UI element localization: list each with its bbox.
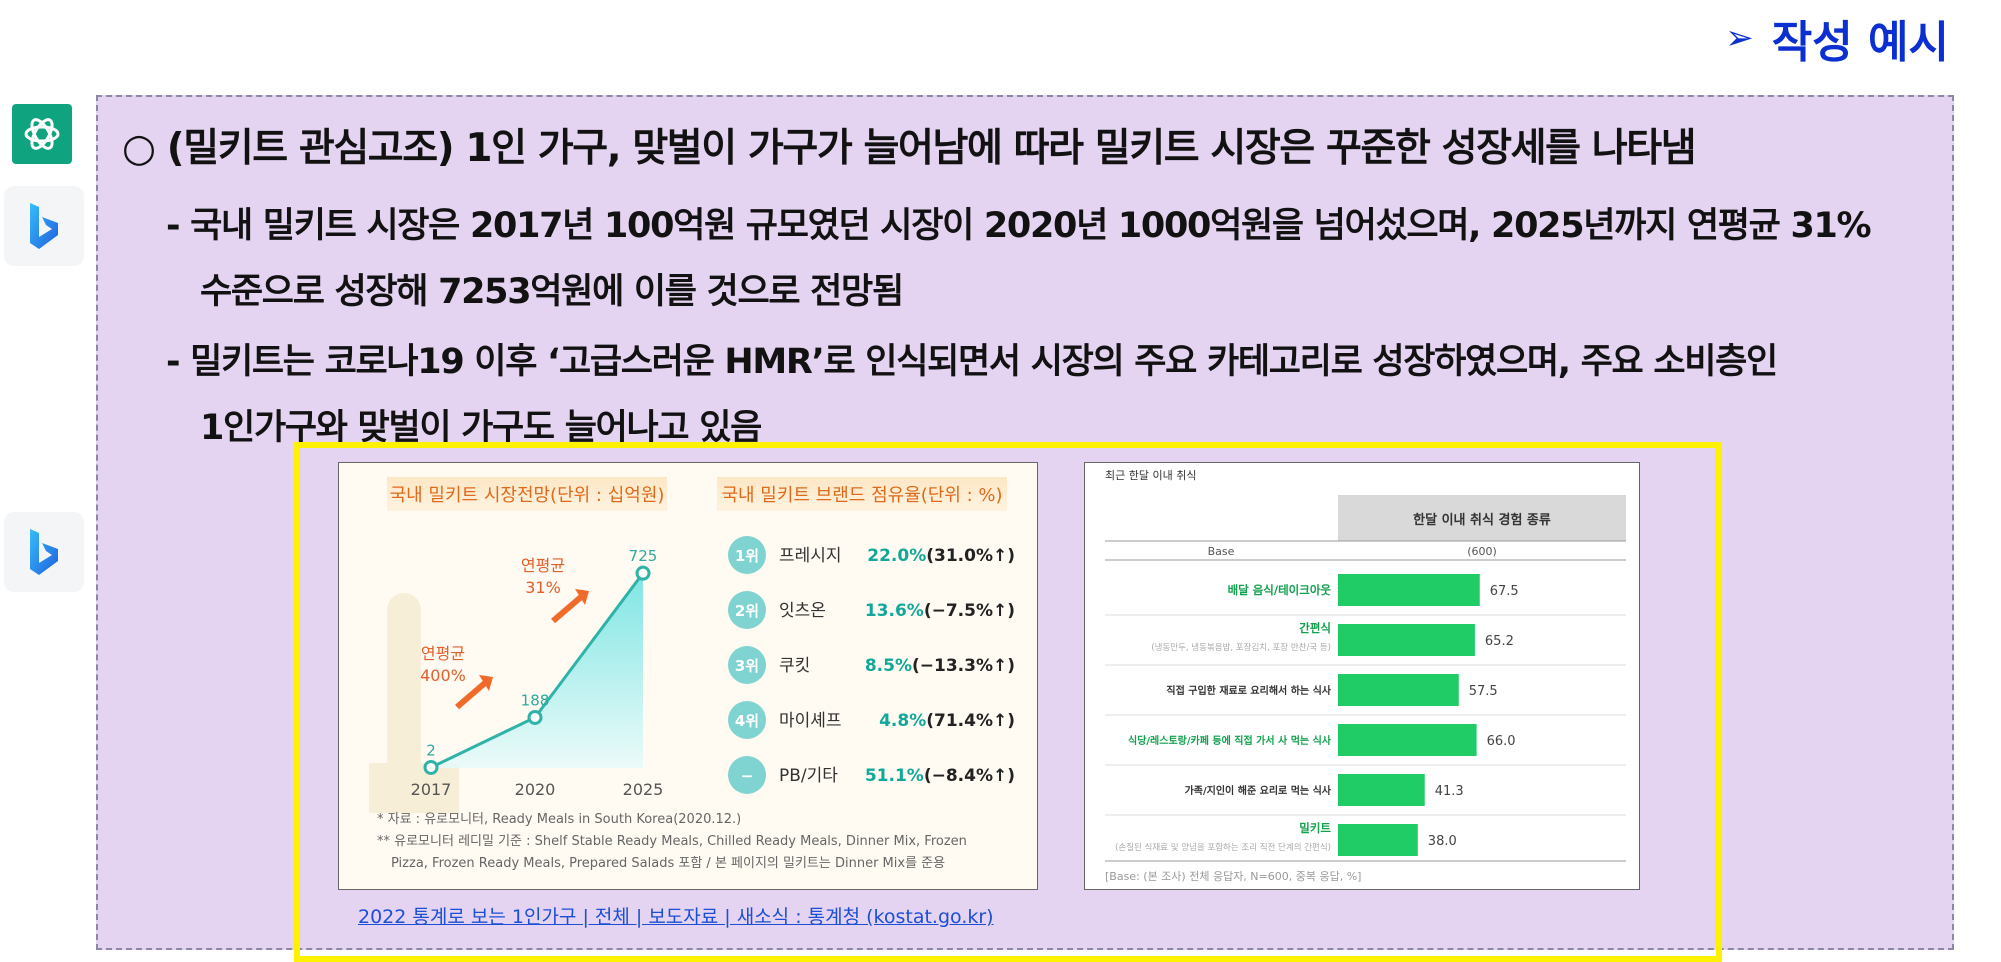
category-label: 간편식 [1299,621,1331,635]
source-link[interactable]: 2022 통계로 보는 1인가구 | 전체 | 보도자료 | 새소식 : 통계청… [358,906,994,928]
page-title: 작성 예시 [1771,17,1949,68]
footnote-definition-1: ** 유로모니터 레디밀 기준 : Shelf Stable Ready Mea… [377,834,967,849]
category-label: 식당/레스토랑/카페 등에 직접 가서 사 먹는 식사 [1128,734,1332,747]
data-label: 188 [521,691,550,709]
sub-bullet-1-line-2: 수준으로 성장해 7253억원에 이를 것으로 전망됨 [200,272,904,312]
base-value: (600) [1467,545,1497,558]
bing-logo-icon[interactable] [4,512,84,592]
chart-header: 한달 이내 취식 경험 종류 [1413,512,1551,528]
category-subcaption: (냉동만두, 냉동볶음밥, 포장김치, 포장 반찬/국 등) [1151,642,1331,653]
bar-value-label: 57.5 [1469,684,1498,699]
cagr-value-2: 31% [525,578,561,597]
base-label: Base [1208,545,1235,558]
x-tick-label: 2025 [623,780,664,799]
cactus-decoration-icon [369,593,459,813]
sub-bullet-1-line-1: - 국내 밀키트 시장은 2017년 100억원 규모였던 시장이 2020년 … [166,206,1872,246]
meal-bar-chart: 67.5 배달 음식/테이크아웃 65.2 간편식 (냉동만두, 냉동볶음밥, 포장김치… [1105,574,1626,856]
data-label: 725 [629,547,658,565]
rank-label: 2위 [735,602,759,620]
meal-experience-svg: 최근 한달 이내 취식 한달 이내 취식 경험 종류 Base (600) 67… [1105,469,1626,883]
x-tick-label: 2020 [515,780,556,799]
chatgpt-logo-icon[interactable] [12,104,72,164]
rank-badge [728,591,766,629]
bing-logo-icon[interactable] [4,186,84,266]
market-outlook-figure: 국내 밀키트 시장전망(단위 : 십억원) 국내 밀키트 브랜드 점유율(단위 … [338,462,1038,890]
bar-value-label: 41.3 [1435,784,1464,799]
category-label: 직접 구입한 재료로 요리해서 하는 식사 [1166,684,1331,697]
brand-share-value: 51.1%(−8.4%↑) [865,766,1015,786]
category-label: 배달 음식/테이크아웃 [1228,583,1332,597]
cagr-label-1: 연평균 [421,644,465,663]
brand-name: 쿠킷 [779,656,810,676]
x-tick-label: 2017 [411,780,452,799]
rank-label: − [741,767,754,785]
figure-caption: 최근 한달 이내 취식 [1105,469,1196,482]
brand-share-list: 1위 프레시지 22.0%(31.0%↑) 2위 잇츠온 13.6%(−7.5%↑) 3위 쿠… [728,536,1015,794]
footnote-definition-2: Pizza, Frozen Ready Meals, Prepared Sala… [391,856,945,871]
rank-badge [728,536,766,574]
bar [1338,824,1418,856]
bar [1338,774,1425,806]
slide-header: ➢ 작성 예시 [1725,6,1949,70]
line-area-fill [431,573,643,768]
footnote-source: * 자료 : 유로모니터, Ready Meals in South Korea… [377,812,741,827]
growth-arrow-icon [455,675,493,710]
main-bullet-text: ○ (밀키트 관심고조) 1인 가구, 맞벌이 가구가 늘어남에 따라 밀키트 … [122,126,1697,171]
bar-value-label: 65.2 [1485,634,1514,649]
bar [1338,574,1480,606]
sub-bullet-2-line-1: - 밀키트는 코로나19 이후 ‘고급스러운 HMR’로 인식되면서 시장의 주… [166,342,1778,382]
meal-experience-figure: 최근 한달 이내 취식 한달 이내 취식 경험 종류 Base (600) 67… [1084,462,1640,890]
rank-label: 4위 [735,712,759,730]
bar-value-label: 38.0 [1428,834,1457,849]
bar [1338,624,1475,656]
bar [1338,674,1459,706]
category-label: 밀키트 [1299,821,1331,835]
brand-share-title: 국내 밀키트 브랜드 점유율(단위 : %) [721,485,1002,506]
brand-name: PB/기타 [779,766,838,786]
brand-share-value: 8.5%(−13.3%↑) [865,656,1015,676]
brand-name: 잇츠온 [779,601,826,621]
cagr-label-2: 연평균 [521,556,565,575]
category-subcaption: (손질된 식재료 및 양념을 포함하는 조리 직전 단계의 간편식) [1115,842,1331,853]
data-point [635,565,651,581]
arrow-bullet-icon: ➢ [1725,18,1754,58]
data-point [423,759,439,775]
brand-name: 마이셰프 [779,711,842,731]
growth-arrow-icon [551,589,589,624]
cagr-value-1: 400% [420,666,466,685]
chart-footer-note: [Base: (본 조사) 전체 응답자, N=600, 중복 응답, %] [1105,870,1361,883]
brand-share-value: 22.0%(31.0%↑) [867,546,1015,566]
market-chart-title: 국내 밀키트 시장전망(단위 : 십억원) [390,485,665,506]
bar [1338,724,1477,756]
rank-badge [728,701,766,739]
brand-share-value: 13.6%(−7.5%↑) [865,601,1015,621]
rank-label: 3위 [735,657,759,675]
market-line-chart: 2 2017 188 2020 725 2025 [411,547,664,799]
market-outlook-svg: 국내 밀키트 시장전망(단위 : 십억원) 국내 밀키트 브랜드 점유율(단위 … [369,477,1015,871]
rank-badge [728,756,766,794]
bar-value-label: 66.0 [1487,734,1516,749]
data-label: 2 [426,741,436,759]
brand-name: 프레시지 [779,546,842,566]
rank-badge [728,646,766,684]
sub-bullet-2-line-2: 1인가구와 맞벌이 가구도 늘어나고 있음 [200,408,762,448]
category-label: 가족/지인이 해준 요리로 먹는 식사 [1185,784,1332,797]
rank-label: 1위 [735,547,759,565]
data-point [527,709,543,725]
bar-value-label: 67.5 [1490,584,1519,599]
brand-share-value: 4.8%(71.4%↑) [879,711,1015,731]
